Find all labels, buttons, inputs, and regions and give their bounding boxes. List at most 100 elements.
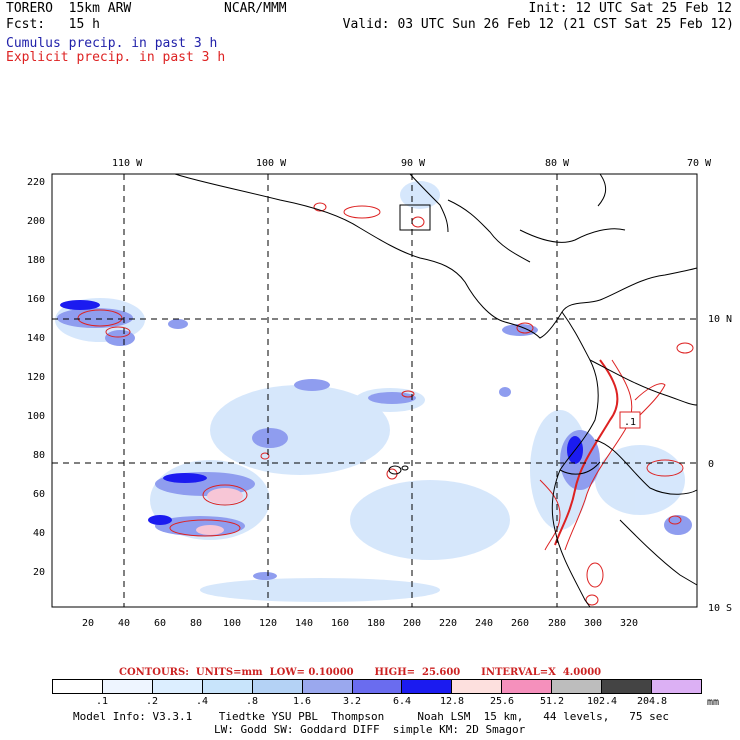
legend-explicit: Explicit precip. in past 3 h <box>6 50 226 65</box>
colorbar-label: 102.4 <box>586 696 618 707</box>
y-tick: 200 <box>27 216 45 227</box>
coastline <box>519 228 626 243</box>
lat-label: 10 N <box>708 314 732 325</box>
colorbar-swatch <box>602 680 653 693</box>
contour <box>554 359 619 546</box>
country-border <box>619 519 698 586</box>
contour <box>634 383 666 416</box>
coastline <box>551 311 599 608</box>
y-tick: 40 <box>33 528 45 539</box>
lon-labels: 110 W 100 W 90 W 80 W 70 W <box>112 158 712 169</box>
precip-area <box>168 319 188 329</box>
pink-precip-areas <box>196 488 243 535</box>
colorbar-swatch <box>652 680 701 693</box>
y-tick-labels: 220 200 180 160 140 120 100 80 60 40 20 <box>27 177 45 578</box>
contour-label: .1 <box>624 417 636 428</box>
x-tick: 180 <box>367 618 385 629</box>
island <box>401 465 409 471</box>
x-tick: 120 <box>259 618 277 629</box>
colorbar-swatch <box>53 680 103 693</box>
colorbar-swatch <box>202 680 253 693</box>
contour <box>516 322 534 334</box>
precip-area <box>499 387 511 397</box>
contour <box>77 309 123 327</box>
y-tick: 220 <box>27 177 45 188</box>
colorbar-label: 25.6 <box>489 696 515 707</box>
country-border <box>594 439 698 495</box>
colorbar <box>52 679 702 694</box>
colorbar-swatch <box>102 680 153 693</box>
precip-area <box>368 392 416 404</box>
y-tick: 100 <box>27 411 45 422</box>
graticule <box>52 174 697 607</box>
x-tick: 220 <box>439 618 457 629</box>
lon-label: 90 W <box>401 158 426 169</box>
precip-area <box>163 473 207 483</box>
x-tick: 60 <box>154 618 166 629</box>
contour <box>646 459 684 477</box>
precip-area <box>350 480 510 560</box>
contour <box>401 390 415 398</box>
x-tick: 20 <box>82 618 94 629</box>
y-tick: 80 <box>33 450 45 461</box>
forecast-hour: Fcst: 15 h <box>6 17 100 32</box>
y-tick: 120 <box>27 372 45 383</box>
valid-time: Valid: 03 UTC Sun 26 Feb 12 (21 CST Sat … <box>342 17 734 32</box>
init-time: Init: 12 UTC Sat 25 Feb 12 <box>528 1 733 16</box>
contour <box>585 594 599 606</box>
y-tick: 180 <box>27 255 45 266</box>
x-tick: 320 <box>620 618 638 629</box>
contour <box>564 359 633 551</box>
precip-area <box>57 308 133 328</box>
colorbar-swatch <box>152 680 203 693</box>
contour <box>202 484 248 506</box>
contour <box>260 452 270 460</box>
island <box>388 465 402 475</box>
contour-label-box <box>619 411 641 429</box>
y-tick: 60 <box>33 489 45 500</box>
coastline <box>447 199 531 263</box>
colorbar-label: 3.2 <box>342 696 362 707</box>
x-tick: 160 <box>331 618 349 629</box>
y-tick: 20 <box>33 567 45 578</box>
contour <box>586 562 604 588</box>
legend-cumulus: Cumulus precip. in past 3 h <box>6 36 218 51</box>
precip-area <box>294 379 330 391</box>
country-border <box>559 461 601 475</box>
colorbar-label: .8 <box>245 696 259 707</box>
colorbar-label: 1.6 <box>292 696 312 707</box>
coastline <box>174 173 698 339</box>
lat-label: 10 S <box>708 603 732 614</box>
x-tick: 40 <box>118 618 130 629</box>
precip-area <box>253 572 277 580</box>
precip-area <box>60 300 100 310</box>
contour <box>343 205 381 219</box>
x-tick-labels: 20 40 60 80 100 120 140 160 180 200 220 … <box>82 618 638 629</box>
x-tick: 200 <box>403 618 421 629</box>
contour <box>105 326 131 338</box>
colorbar-swatch <box>452 680 503 693</box>
precip-area <box>207 488 243 504</box>
lat-labels: 10 N 0 10 S <box>708 314 732 614</box>
country-border <box>589 359 698 406</box>
x-tick: 300 <box>584 618 602 629</box>
lat-label: 0 <box>708 459 714 470</box>
x-tick: 240 <box>475 618 493 629</box>
coastline <box>597 173 607 207</box>
coastline <box>409 173 449 233</box>
colorbar-swatch <box>302 680 353 693</box>
precip-area <box>252 428 288 448</box>
lon-label: 100 W <box>256 158 287 169</box>
precip-area <box>105 330 135 346</box>
precip-area <box>502 324 538 336</box>
lon-label: 110 W <box>112 158 143 169</box>
x-tick: 260 <box>511 618 529 629</box>
lon-label: 80 W <box>545 158 570 169</box>
precip-area <box>664 515 692 535</box>
colorbar-swatch <box>402 680 453 693</box>
precip-area <box>400 181 440 209</box>
colorbar-label: 51.2 <box>539 696 565 707</box>
contour <box>676 342 694 354</box>
organization: NCAR/MMM <box>224 1 287 16</box>
